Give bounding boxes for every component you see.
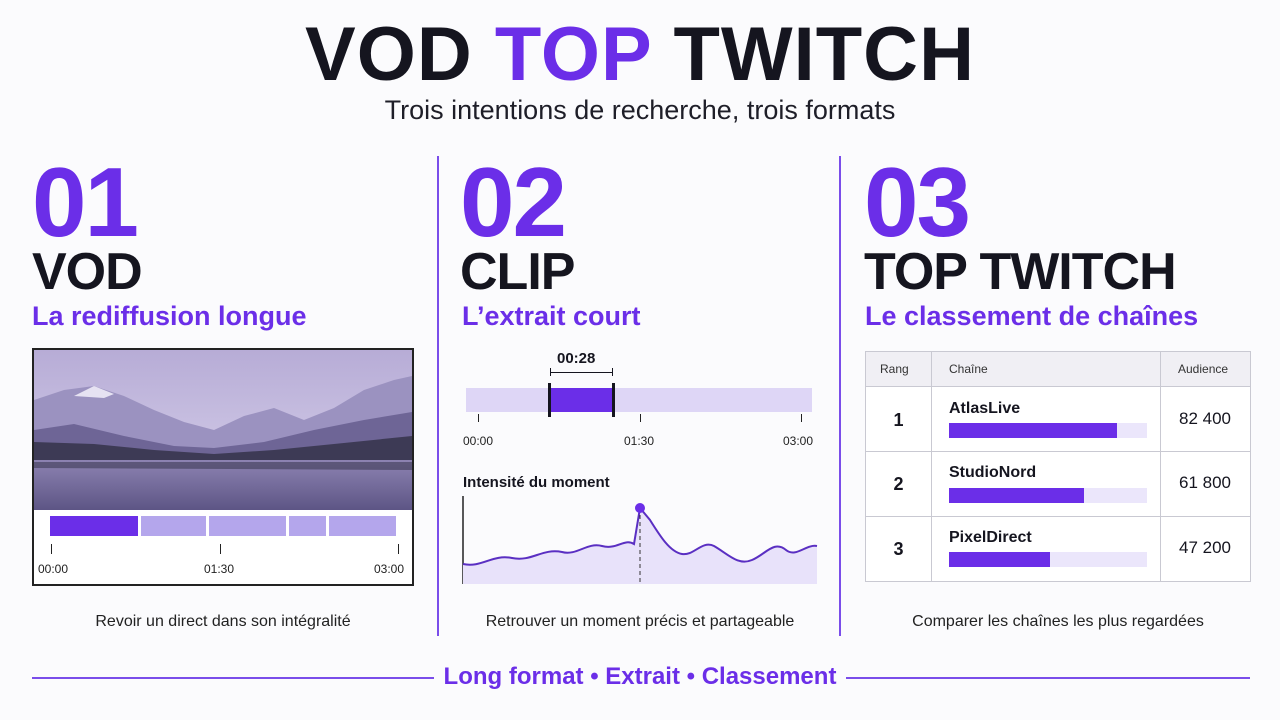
panel-1-subheading: La rediffusion longue: [32, 301, 307, 331]
row-audience: 82 400: [1179, 409, 1231, 428]
tick-mark: [801, 414, 802, 422]
vod-tick-middle: 01:30: [204, 562, 235, 576]
clip-tick-middle: 01:30: [624, 434, 655, 448]
column-divider-2: [839, 156, 841, 636]
tick-mark: [640, 414, 641, 422]
intensity-chart: [462, 496, 818, 584]
clip-selection[interactable]: [550, 388, 612, 412]
vod-player: 00:00 01:30 03:00: [32, 348, 414, 586]
table-header: Rang Chaîne Audience: [866, 352, 1250, 387]
clip-duration-bracket: [612, 368, 613, 376]
vod-segment: [289, 516, 326, 536]
panel-1-number: 01: [32, 147, 139, 257]
audience-bar: [949, 423, 1118, 438]
ranking-table: Rang Chaîne Audience 1 AtlasLive 82 400 …: [865, 351, 1251, 582]
row-audience: 61 800: [1179, 473, 1231, 492]
footer-line-left: [32, 677, 434, 679]
panel-3-number: 03: [864, 147, 971, 257]
row-channel: PixelDirect: [949, 529, 1032, 546]
panel-2-heading: CLIP: [460, 243, 575, 301]
clip-tick-start: 00:00: [463, 434, 494, 448]
header-audience: Audience: [1178, 362, 1229, 376]
clip-duration-label: 00:28: [557, 350, 596, 367]
panel-1-heading: VOD: [32, 243, 143, 301]
audience-bar: [949, 552, 1050, 567]
row-audience: 47 200: [1179, 538, 1231, 557]
audience-bar-track: [949, 423, 1147, 438]
mountain-lake-landscape-icon: [34, 350, 412, 510]
title-word-twitch: TWITCH: [673, 12, 975, 97]
vod-segment: [329, 516, 396, 536]
tick-mark: [398, 544, 399, 554]
clip-tick-end: 03:00: [783, 434, 814, 448]
main-title: VOD TOP TWITCH: [0, 10, 1280, 100]
row-channel: AtlasLive: [949, 400, 1021, 417]
panel-3-heading: TOP TWITCH: [864, 243, 1177, 301]
row-rank: 1: [893, 410, 904, 430]
panel-2-subheading: L’extrait court: [462, 301, 641, 331]
tick-mark: [51, 544, 52, 554]
tick-mark: [478, 414, 479, 422]
audience-bar-track: [949, 552, 1147, 567]
audience-bar-track: [949, 488, 1147, 503]
clip-duration-bracket: [550, 368, 551, 376]
title-word-top: TOP: [494, 12, 652, 97]
title-word-vod: VOD: [305, 12, 473, 97]
panel-1-caption: Revoir un direct dans son intégralité: [95, 613, 351, 630]
footer-summary: Long format • Extrait • Classement: [443, 663, 837, 690]
tick-mark: [220, 544, 221, 554]
vod-segment-watched: [50, 516, 138, 536]
row-rank: 3: [893, 539, 904, 559]
panel-3-caption: Comparer les chaînes les plus regardées: [912, 613, 1204, 630]
footer-line-right: [846, 677, 1250, 679]
clip-timeline-track[interactable]: [466, 388, 812, 412]
audience-bar: [949, 488, 1084, 503]
panel-3-subheading: Le classement de chaînes: [865, 301, 1199, 331]
header-rank: Rang: [880, 362, 909, 376]
row-rank: 2: [893, 474, 904, 494]
header-channel: Chaîne: [949, 362, 988, 376]
vod-segment: [141, 516, 206, 536]
clip-start-handle[interactable]: [548, 383, 551, 417]
subtitle: Trois intentions de recherche, trois for…: [384, 95, 896, 125]
vod-tick-end: 03:00: [374, 562, 405, 576]
vod-tick-start: 00:00: [38, 562, 69, 576]
column-divider-1: [437, 156, 439, 636]
clip-duration-bracket: [550, 372, 613, 373]
clip-end-handle[interactable]: [612, 383, 615, 417]
panel-2-caption: Retrouver un moment précis et partageabl…: [485, 613, 795, 630]
panel-2-number: 02: [460, 147, 567, 257]
row-channel: StudioNord: [949, 464, 1037, 481]
vod-segment: [209, 516, 286, 536]
intensity-chart-label: Intensité du moment: [463, 474, 610, 491]
